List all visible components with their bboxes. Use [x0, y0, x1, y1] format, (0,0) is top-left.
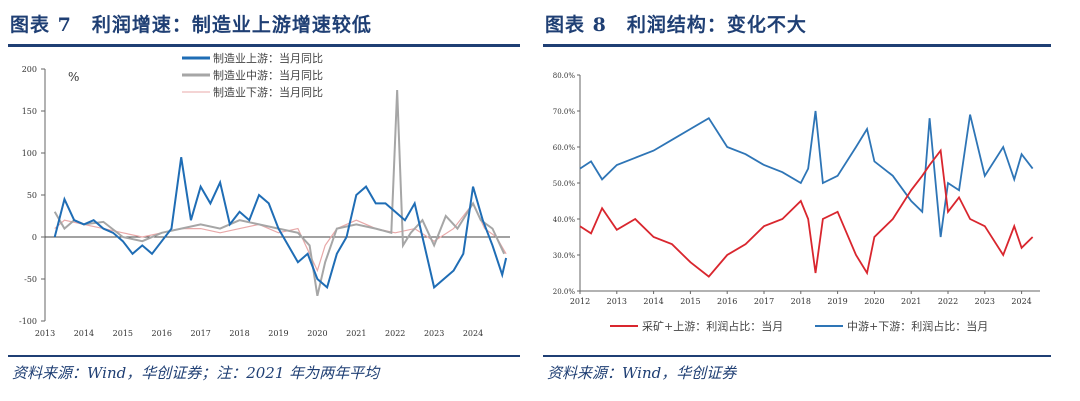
right-title-rule [543, 44, 1051, 47]
right-source-note: 资料来源：Wind，华创证券 [547, 364, 737, 382]
unit-label: % [68, 70, 79, 84]
y-tick-label: 70.0% [553, 108, 576, 116]
series-line-1 [53, 89, 506, 297]
x-tick-label: 2021 [901, 297, 921, 306]
x-tick-label: 2024 [463, 329, 483, 338]
left-source-note: 资料来源：Wind，华创证券；注：2021 年为两年平均 [12, 364, 380, 382]
y-tick-label: 150 [22, 107, 37, 116]
x-tick-label: 2015 [680, 297, 700, 306]
x-tick-label: 2012 [570, 297, 590, 306]
y-tick-label: 100 [22, 149, 37, 158]
x-tick-label: 2014 [74, 329, 94, 338]
x-tick-label: 2013 [607, 297, 627, 306]
right-source-rule [543, 355, 1051, 357]
left-chart: 200 150 100 50 0 -50 -100 2013 2014 2015 2016 2017 2… [19, 51, 510, 338]
y-tick-label: 30.0% [553, 252, 576, 260]
x-tick-label: 2019 [827, 297, 847, 306]
right-chart-title: 图表 8 利润结构：变化不大 [545, 14, 807, 36]
x-tick-label: 2013 [35, 329, 55, 338]
y-tick-label: 50 [27, 191, 37, 200]
legend-label: 采矿+上游：利润占比：当月 [642, 319, 783, 333]
legend-label: 制造业中游：当月同比 [213, 68, 323, 82]
y-tick-label: -100 [19, 317, 37, 326]
x-tick-label: 2022 [385, 329, 405, 338]
x-tick-label: 2024 [1011, 297, 1031, 306]
x-tick-label: 2021 [346, 329, 366, 338]
x-tick-label: 2014 [643, 297, 663, 306]
x-tick-label: 2015 [113, 329, 133, 338]
y-tick-label: -50 [24, 275, 37, 284]
x-tick-label: 2023 [975, 297, 995, 306]
series-line-0 [53, 157, 508, 290]
x-tick-label: 2022 [938, 297, 958, 306]
left-chart-title: 图表 7 利润增速：制造业上游增速较低 [10, 14, 372, 36]
y-tick-label: 50.0% [553, 180, 576, 188]
x-tick-label: 2018 [229, 329, 249, 338]
y-tick-label: 60.0% [553, 144, 576, 152]
x-tick-label: 2018 [791, 297, 811, 306]
x-tick-label: 2016 [152, 329, 172, 338]
y-tick-label: 0 [32, 233, 37, 242]
x-tick-label: 2020 [864, 297, 884, 306]
right-chart: 80.0% 70.0% 60.0% 50.0% 40.0% 30.0% 20.0%2012 2… [553, 72, 1040, 333]
legend-label: 制造业下游：当月同比 [213, 85, 323, 99]
series-line-1 [579, 110, 1034, 238]
x-tick-label: 2023 [424, 329, 444, 338]
series-line-0 [579, 148, 1034, 278]
x-tick-label: 2019 [268, 329, 288, 338]
legend-label: 制造业上游：当月同比 [213, 51, 323, 65]
legend-label: 中游+下游：利润占比：当月 [847, 319, 988, 333]
x-tick-label: 2020 [307, 329, 327, 338]
left-title-rule [8, 44, 520, 47]
series-line-2 [54, 202, 507, 273]
x-tick-label: 2016 [717, 297, 737, 306]
y-tick-label: 40.0% [553, 216, 576, 224]
y-tick-label: 80.0% [553, 72, 576, 80]
y-tick-label: 200 [22, 65, 37, 74]
left-source-rule [8, 355, 520, 357]
x-tick-label: 2017 [190, 329, 210, 338]
y-tick-label: 20.0% [553, 288, 576, 296]
x-tick-label: 2017 [754, 297, 774, 306]
